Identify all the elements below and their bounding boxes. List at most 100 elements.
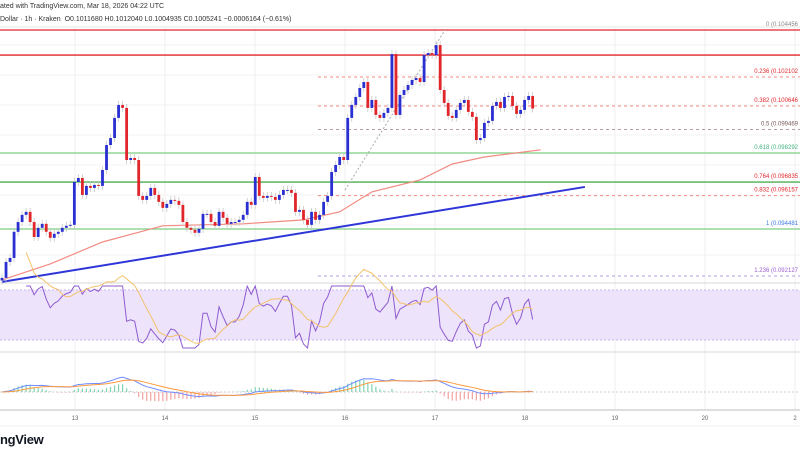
candle: [298, 205, 301, 216]
candle: [161, 197, 165, 212]
candle-body: [302, 209, 305, 220]
candle: [24, 207, 28, 219]
candle-body: [386, 107, 390, 113]
candle: [438, 41, 442, 94]
candle: [60, 223, 64, 236]
candle: [314, 207, 317, 224]
candle-body: [382, 112, 386, 118]
candle-body: [269, 195, 273, 197]
candle-body: [442, 89, 446, 103]
candle: [426, 49, 430, 60]
candle-body: [422, 55, 426, 82]
candle: [446, 98, 450, 120]
candle-body: [310, 211, 313, 225]
candle: [294, 188, 297, 216]
candle: [12, 227, 16, 262]
candle-body: [418, 77, 422, 82]
candle: [72, 177, 76, 229]
candle-body: [52, 233, 56, 238]
candle-body: [519, 109, 522, 114]
candle-body: [133, 157, 137, 160]
candle-body: [68, 224, 72, 226]
candle-body: [495, 101, 498, 106]
candle: [491, 101, 494, 125]
candle: [213, 218, 217, 230]
candle: [527, 91, 531, 104]
candle-body: [89, 185, 92, 188]
candle: [249, 197, 253, 209]
candle: [229, 218, 233, 228]
candle-body: [213, 222, 217, 226]
candle-body: [531, 95, 535, 109]
fib-level-label: 0.236 (0.102102: [754, 69, 798, 75]
candle: [334, 160, 338, 176]
candle: [93, 180, 96, 192]
candle-body: [177, 200, 181, 205]
candle: [366, 77, 370, 112]
candle: [241, 210, 245, 224]
candle: [374, 95, 378, 119]
candle: [354, 92, 358, 109]
candle-body: [515, 105, 518, 114]
candle-body: [330, 171, 334, 196]
candle: [458, 98, 462, 114]
candle-body: [466, 99, 470, 112]
candle: [81, 173, 84, 199]
candle: [76, 173, 80, 186]
candle-body: [366, 81, 370, 108]
rsi-ma-line: [25, 252, 533, 344]
candle-body: [117, 104, 120, 118]
candle-body: [446, 102, 450, 116]
candle-body: [72, 181, 76, 225]
candle-body: [306, 219, 309, 225]
candle: [36, 223, 40, 241]
candle: [85, 181, 88, 199]
candle: [310, 207, 313, 229]
candle: [165, 199, 169, 212]
candle-body: [97, 184, 100, 186]
candle-body: [12, 231, 16, 258]
candle: [394, 50, 398, 119]
candle: [277, 190, 281, 204]
candle: [221, 207, 225, 222]
candle-body: [470, 111, 474, 117]
x-tick-label: 20: [702, 416, 709, 422]
candle: [145, 191, 149, 204]
candle-body: [245, 201, 249, 215]
candle-body: [221, 211, 225, 218]
candle: [531, 91, 535, 113]
candle-body: [93, 184, 96, 188]
candle-body: [253, 176, 257, 205]
candle: [56, 227, 60, 238]
candle-body: [101, 169, 104, 186]
fib-level-label: 0.382 (0.100646: [754, 98, 798, 104]
candle: [181, 200, 185, 227]
candle-body: [225, 217, 229, 224]
candle-body: [483, 122, 486, 139]
candle-body: [257, 176, 261, 196]
candle-body: [414, 77, 418, 80]
candle: [290, 185, 293, 197]
candle: [487, 116, 490, 127]
candle: [478, 134, 482, 145]
candle-body: [474, 116, 478, 141]
candle: [483, 118, 486, 143]
candle: [406, 80, 410, 94]
symbol-ohlc-legend: Dollar · 1h · Kraken O0.1011680 H0.10120…: [0, 16, 291, 23]
candle-body: [261, 195, 265, 198]
candle: [64, 221, 68, 232]
candle: [466, 95, 470, 116]
candle: [245, 197, 249, 219]
candle-body: [169, 199, 173, 204]
candle: [414, 73, 418, 84]
candle: [141, 191, 145, 204]
candle: [201, 209, 205, 233]
candle-body: [109, 138, 112, 146]
candle-body: [16, 222, 20, 232]
candle: [185, 218, 189, 232]
candle-body: [209, 213, 213, 223]
fib-level-label: 1 (0.094481: [766, 221, 799, 227]
candle: [362, 77, 366, 92]
candle: [370, 95, 374, 112]
